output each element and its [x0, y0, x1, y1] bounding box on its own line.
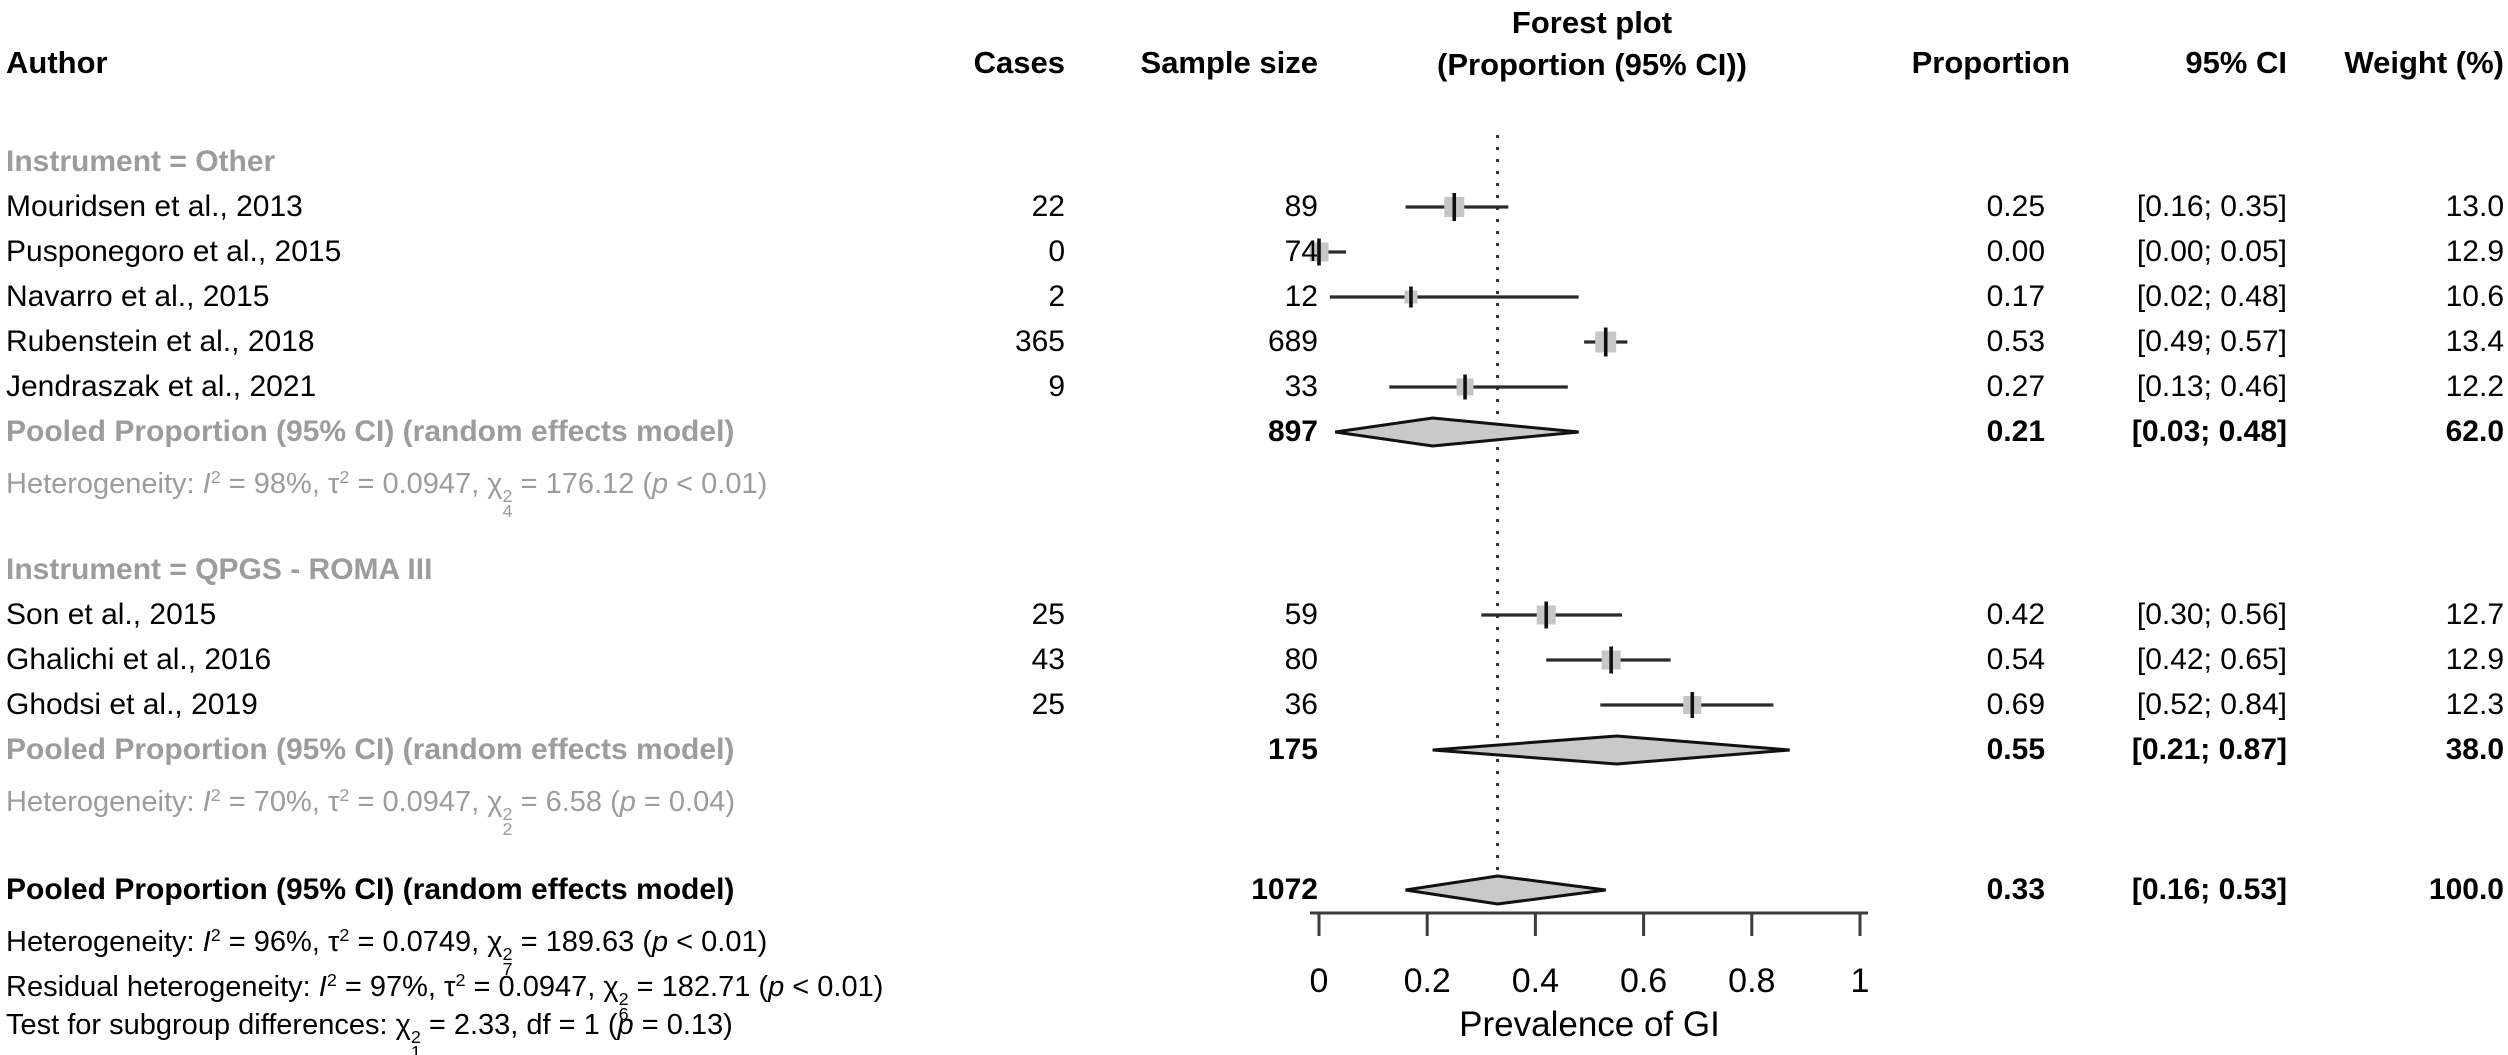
study-proportion-value: 0.54 [1986, 643, 2045, 676]
x-tick-label: 0 [1310, 962, 1329, 1000]
estimate-tick [1609, 646, 1613, 674]
study-weight-value: 12.9 [2445, 235, 2504, 268]
estimate-tick [1603, 327, 1608, 357]
pooled-proportion-value: 0.21 [1986, 415, 2045, 448]
pooled-weight-value: 38.0 [2445, 733, 2504, 766]
study-sample-size: 689 [1267, 325, 1318, 358]
study-author: Ghalichi et al., 2016 [6, 643, 272, 676]
estimate-tick [1690, 692, 1695, 718]
x-tick-label: 0.4 [1512, 962, 1559, 1000]
study-weight-value: 12.3 [2445, 688, 2504, 721]
study-proportion-value: 0.00 [1986, 235, 2045, 268]
study-ci-value: [0.49; 0.57] [2136, 325, 2287, 358]
estimate-tick [1544, 601, 1549, 629]
study-sample-size: 12 [1284, 280, 1318, 313]
pooled-ci-value: [0.16; 0.53] [2131, 873, 2287, 906]
group-header: Instrument = Other [6, 145, 276, 178]
sample-size-column-header: Sample size [1140, 45, 1318, 80]
study-author: Navarro et al., 2015 [6, 280, 270, 313]
study-sample-size: 59 [1284, 598, 1318, 631]
study-weight-value: 13.4 [2445, 325, 2504, 358]
study-weight-value: 10.6 [2445, 280, 2504, 313]
pooled-proportion-value: 0.33 [1986, 873, 2045, 906]
study-author: Rubenstein et al., 2018 [6, 325, 315, 358]
estimate-tick [1452, 193, 1457, 221]
study-cases: 2 [1048, 280, 1065, 313]
pooled-diamond-group2 [1432, 734, 1790, 766]
study-author: Mouridsen et al., 2013 [6, 190, 303, 223]
study-sample-size: 33 [1284, 370, 1318, 403]
study-proportion-value: 0.42 [1986, 598, 2045, 631]
plot-subtitle: (Proportion (95% CI)) [1437, 47, 1747, 82]
estimate-tick [1463, 374, 1467, 400]
pooled-proportion-value: 0.55 [1986, 733, 2045, 766]
study-author: Pusponegoro et al., 2015 [6, 235, 342, 268]
study-ci-value: [0.13; 0.46] [2136, 370, 2287, 403]
pooled-sample-size: 897 [1267, 415, 1318, 448]
proportion-column-header: Proportion [1911, 45, 2070, 80]
pooled-label: Pooled Proportion (95% CI) (random effec… [6, 415, 735, 448]
study-proportion-value: 0.17 [1986, 280, 2045, 313]
weight-column-header: Weight (%) [2344, 45, 2504, 80]
study-ci-value: [0.00; 0.05] [2136, 235, 2287, 268]
pooled-diamond-overall [1405, 874, 1606, 906]
study-sample-size: 74 [1284, 235, 1318, 268]
footnote-line: Residual heterogeneity: I2 = 97%, τ2 = 0… [6, 970, 884, 1025]
study-cases: 25 [1031, 598, 1065, 631]
pooled-sample-size: 1072 [1251, 873, 1318, 906]
study-cases: 22 [1031, 190, 1065, 223]
study-proportion-value: 0.69 [1986, 688, 2045, 721]
pooled-sample-size: 175 [1267, 733, 1318, 766]
study-weight-value: 12.2 [2445, 370, 2504, 403]
x-tick-label: 0.8 [1728, 962, 1775, 1000]
pooled-label: Pooled Proportion (95% CI) (random effec… [6, 873, 735, 906]
study-cases: 43 [1031, 643, 1065, 676]
study-author: Ghodsi et al., 2019 [6, 688, 258, 721]
study-sample-size: 89 [1284, 190, 1318, 223]
study-ci-value: [0.16; 0.35] [2136, 190, 2287, 223]
study-proportion-value: 0.27 [1986, 370, 2045, 403]
group-header: Instrument = QPGS - ROMA III [6, 553, 433, 586]
study-author: Jendraszak et al., 2021 [6, 370, 317, 403]
pooled-ci-value: [0.03; 0.48] [2131, 415, 2287, 448]
x-tick-label: 0.2 [1404, 962, 1451, 1000]
study-ci-value: [0.42; 0.65] [2136, 643, 2287, 676]
study-cases: 365 [1014, 325, 1065, 358]
study-proportion-value: 0.53 [1986, 325, 2045, 358]
ci-column-header: 95% CI [2185, 45, 2287, 80]
study-sample-size: 80 [1284, 643, 1318, 676]
study-author: Son et al., 2015 [6, 598, 217, 631]
study-weight-value: 13.0 [2445, 190, 2504, 223]
x-axis-label: Prevalence of GI [1459, 1005, 1720, 1044]
cases-column-header: Cases [973, 45, 1065, 80]
author-column-header: Author [6, 45, 108, 80]
study-cases: 25 [1031, 688, 1065, 721]
study-weight-value: 12.9 [2445, 643, 2504, 676]
x-tick-label: 1 [1851, 962, 1870, 1000]
pooled-weight-value: 100.0 [2428, 873, 2504, 906]
pooled-ci-value: [0.21; 0.87] [2131, 733, 2287, 766]
estimate-tick [1409, 286, 1413, 308]
estimate-tick [1317, 238, 1321, 266]
study-weight-value: 12.7 [2445, 598, 2504, 631]
pooled-label: Pooled Proportion (95% CI) (random effec… [6, 733, 735, 766]
study-ci-value: [0.52; 0.84] [2136, 688, 2287, 721]
study-ci-value: [0.02; 0.48] [2136, 280, 2287, 313]
plot-title: Forest plot [1511, 5, 1673, 40]
study-cases: 9 [1048, 370, 1065, 403]
pooled-diamond-group1 [1335, 416, 1579, 448]
study-sample-size: 36 [1284, 688, 1318, 721]
pooled-weight-value: 62.0 [2445, 415, 2504, 448]
study-cases: 0 [1048, 235, 1065, 268]
study-ci-value: [0.30; 0.56] [2136, 598, 2287, 631]
study-proportion-value: 0.25 [1986, 190, 2045, 223]
x-tick-label: 0.6 [1620, 962, 1667, 1000]
